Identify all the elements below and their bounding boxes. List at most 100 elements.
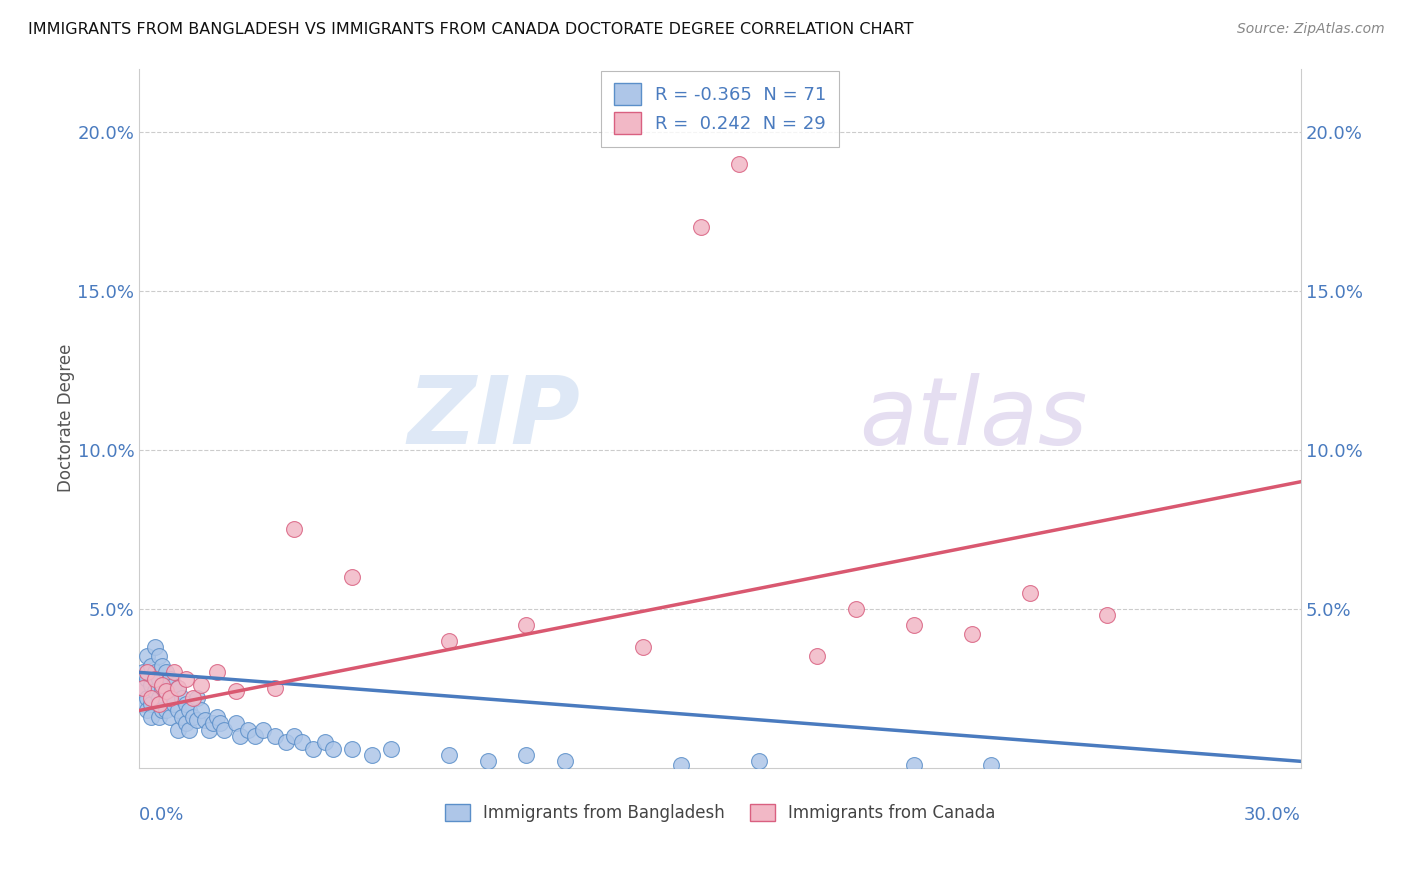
Point <box>135 672 157 686</box>
Point <box>314 735 336 749</box>
Point <box>1097 608 1119 623</box>
Point <box>132 681 155 696</box>
Point <box>150 681 173 696</box>
Point <box>190 704 212 718</box>
Legend: R = -0.365  N = 71, R =  0.242  N = 29: R = -0.365 N = 71, R = 0.242 N = 29 <box>600 70 839 147</box>
Point <box>671 757 693 772</box>
Point <box>340 741 363 756</box>
Point <box>170 710 193 724</box>
Point <box>143 640 166 654</box>
Point <box>167 681 190 696</box>
Point <box>139 659 162 673</box>
Point <box>135 704 157 718</box>
Point <box>845 602 868 616</box>
Point <box>148 672 170 686</box>
Point <box>163 697 186 711</box>
Text: 30.0%: 30.0% <box>1244 806 1301 824</box>
Point <box>980 757 1002 772</box>
Point <box>291 735 314 749</box>
Point <box>135 665 157 680</box>
Point <box>155 684 177 698</box>
Point <box>689 220 711 235</box>
Point <box>183 710 205 724</box>
Point <box>283 522 305 536</box>
Point <box>143 672 166 686</box>
Point <box>170 690 193 705</box>
Point <box>155 665 177 680</box>
Point <box>186 713 208 727</box>
Point <box>209 716 232 731</box>
Point <box>143 684 166 698</box>
Point <box>174 672 197 686</box>
Point <box>1019 586 1042 600</box>
Point <box>139 678 162 692</box>
Point <box>148 697 170 711</box>
Point <box>167 681 190 696</box>
Point <box>132 681 155 696</box>
Point <box>174 716 197 731</box>
Point <box>214 723 236 737</box>
Point <box>143 665 166 680</box>
Point <box>159 690 181 705</box>
Point <box>229 729 252 743</box>
Point <box>205 710 228 724</box>
Point <box>132 665 155 680</box>
Text: 0.0%: 0.0% <box>139 806 184 824</box>
Point <box>179 723 201 737</box>
Point <box>340 570 363 584</box>
Point <box>252 723 274 737</box>
Point <box>263 729 285 743</box>
Point <box>903 617 925 632</box>
Point <box>148 690 170 705</box>
Point <box>302 741 325 756</box>
Point <box>903 757 925 772</box>
Point <box>163 678 186 692</box>
Point <box>477 755 499 769</box>
Text: atlas: atlas <box>859 373 1088 464</box>
Text: Source: ZipAtlas.com: Source: ZipAtlas.com <box>1237 22 1385 37</box>
Point <box>148 649 170 664</box>
Point <box>150 704 173 718</box>
Point <box>150 659 173 673</box>
Point <box>515 617 537 632</box>
Point <box>132 697 155 711</box>
Point <box>159 710 181 724</box>
Point <box>150 678 173 692</box>
Point <box>135 649 157 664</box>
Point <box>148 710 170 724</box>
Point <box>728 157 751 171</box>
Point <box>139 690 162 705</box>
Point <box>186 690 208 705</box>
Point <box>201 716 224 731</box>
Point <box>322 741 344 756</box>
Point <box>437 747 460 762</box>
Point <box>183 690 205 705</box>
Point <box>163 665 186 680</box>
Point <box>139 710 162 724</box>
Point <box>198 723 221 737</box>
Point <box>179 704 201 718</box>
Point <box>155 684 177 698</box>
Point <box>283 729 305 743</box>
Text: IMMIGRANTS FROM BANGLADESH VS IMMIGRANTS FROM CANADA DOCTORATE DEGREE CORRELATIO: IMMIGRANTS FROM BANGLADESH VS IMMIGRANTS… <box>28 22 914 37</box>
Point <box>155 704 177 718</box>
Point <box>139 697 162 711</box>
Point <box>225 716 247 731</box>
Point <box>631 640 654 654</box>
Point <box>360 747 382 762</box>
Point <box>194 713 217 727</box>
Point <box>263 681 285 696</box>
Y-axis label: Doctorate Degree: Doctorate Degree <box>58 344 75 492</box>
Point <box>225 684 247 698</box>
Point <box>554 755 576 769</box>
Point <box>515 747 537 762</box>
Point <box>806 649 828 664</box>
Point <box>205 665 228 680</box>
Point <box>167 704 190 718</box>
Point <box>174 697 197 711</box>
Point <box>437 633 460 648</box>
Point <box>135 690 157 705</box>
Point <box>190 678 212 692</box>
Point <box>245 729 267 743</box>
Text: ZIP: ZIP <box>408 372 581 464</box>
